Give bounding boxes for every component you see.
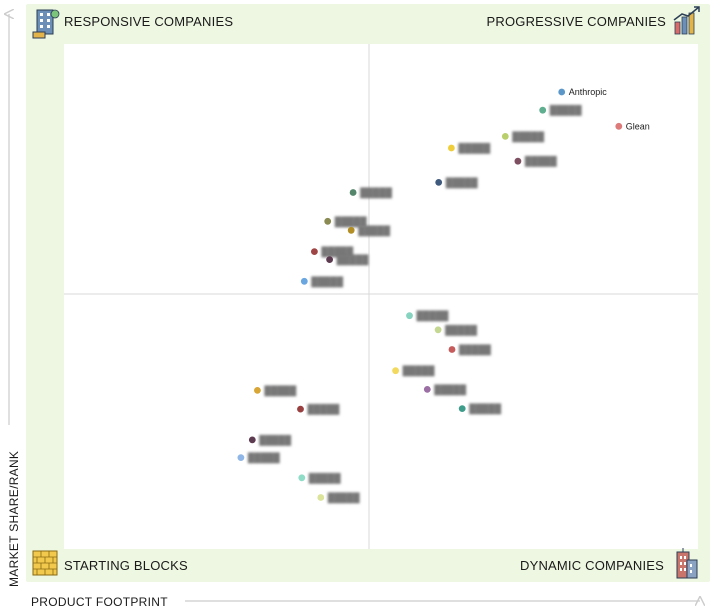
data-point-label-8: █████ [360,187,393,199]
data-point-11 [311,248,318,256]
data-point-18 [423,386,431,393]
data-point-label-19: █████ [469,403,502,415]
data-point-7 [435,179,443,186]
data-point-label-25: █████ [328,492,361,504]
brick-wall-icon [32,550,58,576]
data-point-label-22: █████ [259,434,292,446]
data-point-label-14: █████ [417,310,450,322]
data-point-6 [514,157,522,165]
office-building-icon [32,9,60,39]
data-point-label-10: █████ [358,224,391,236]
data-point-label-9: █████ [335,215,368,227]
data-point-16 [448,346,456,353]
data-point-label-20: █████ [264,384,297,396]
data-point-label-3: █████ [550,104,583,116]
data-point-5 [448,144,455,152]
data-point-label-18: █████ [434,383,467,395]
data-point-17 [392,367,399,375]
data-point-23 [237,454,245,461]
data-point-8 [349,189,357,196]
data-point-label-7: █████ [446,176,479,188]
data-point-label-16: █████ [459,344,492,356]
data-point-label-21: █████ [308,403,341,415]
y-axis-label: MARKET SHARE/RANK [7,451,21,587]
quadrant-label-bottom-right: DYNAMIC COMPANIES [520,558,664,573]
data-point-13 [300,277,308,285]
data-point-22 [248,436,256,444]
data-point-2 [615,122,623,130]
quadrant-label-top-right: PROGRESSIVE COMPANIES [487,14,667,29]
data-point-3 [539,106,547,114]
data-point-label-15: █████ [445,324,478,336]
plot-area [64,44,698,549]
data-point-label-23: █████ [248,452,281,464]
data-point-label-6: █████ [525,155,558,167]
quadrant-label-bottom-left: STARTING BLOCKS [64,558,188,573]
data-point-label-11: █████ [321,246,354,258]
quadrant-label-top-left: RESPONSIVE COMPANIES [64,14,233,29]
data-point-20 [254,387,261,394]
data-point-19 [458,405,466,412]
x-axis-label: PRODUCT FOOTPRINT [31,595,168,609]
data-point-10 [347,226,355,234]
data-point-21 [297,405,304,413]
data-point-label-1: Anthropic [569,87,608,97]
data-point-label-24: █████ [309,472,342,484]
data-point-label-12: █████ [337,254,370,266]
data-point-label-5: █████ [458,142,491,154]
data-point-label-4: █████ [512,130,545,142]
data-point-1 [558,88,566,96]
data-points: AnthropicGlean██████████████████████████… [237,87,650,504]
data-point-label-17: █████ [403,365,436,377]
data-point-12 [326,256,333,263]
data-point-25 [317,494,325,501]
growth-chart-icon [673,6,700,35]
data-point-4 [501,133,509,140]
skyscraper-icon [676,548,698,579]
data-point-15 [434,326,442,334]
data-point-label-2: Glean [626,121,650,131]
data-point-9 [324,217,332,225]
data-point-14 [406,312,413,320]
data-point-label-13: █████ [311,275,344,287]
data-point-24 [298,474,306,482]
